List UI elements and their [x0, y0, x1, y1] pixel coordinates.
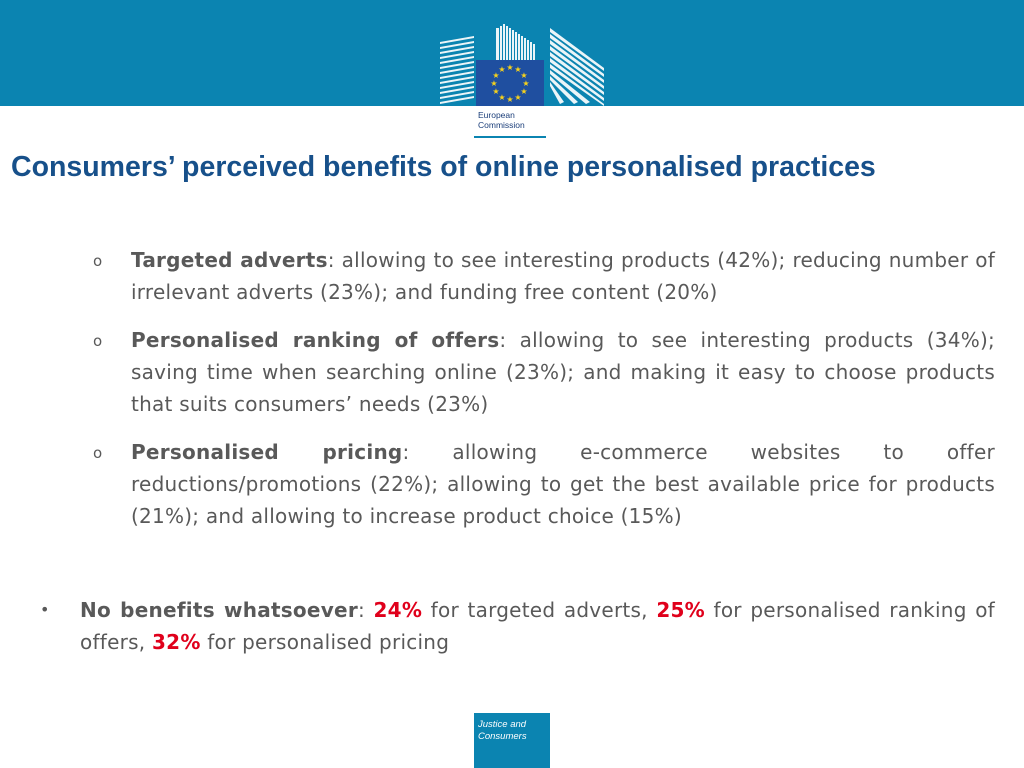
benefit-item-personalised-ranking: o Personalised ranking of offers: allowi… — [91, 324, 995, 420]
benefit-text: : allowing e-commerce websites to offer … — [131, 440, 995, 528]
benefit-term: Personalised pricing — [131, 440, 403, 464]
slide-title: Consumers’ perceived benefits of online … — [11, 151, 876, 183]
benefit-item-personalised-pricing: o Personalised pricing: allowing e-comme… — [91, 436, 995, 532]
footer-badge: Justice and Consumers — [474, 713, 550, 768]
logo-caption-line2: Commission — [478, 120, 525, 130]
benefit-text: : allowing to see interesting products (… — [131, 248, 996, 304]
benefit-term: Targeted adverts — [131, 248, 328, 272]
benefit-text: : allowing to see interesting products (… — [131, 328, 995, 416]
circle-bullet-icon: o — [93, 332, 103, 350]
benefit-item-targeted-adverts: o Targeted adverts: allowing to see inte… — [91, 244, 995, 308]
svg-text:★: ★ — [498, 93, 505, 102]
bullet-icon: • — [40, 600, 50, 619]
circle-bullet-icon: o — [93, 252, 103, 270]
svg-text:★: ★ — [520, 71, 527, 80]
logo-caption-line1: European — [478, 110, 515, 120]
logo-caption: European Commission — [478, 110, 548, 130]
footer-dg-label: Justice and Consumers — [478, 719, 527, 743]
svg-text:★: ★ — [492, 71, 499, 80]
svg-text:★: ★ — [520, 87, 527, 96]
svg-text:★: ★ — [506, 95, 513, 104]
pct-personalised-pricing: 32% — [151, 630, 201, 654]
svg-text:★: ★ — [514, 65, 521, 74]
european-commission-logo: ★ ★ ★ ★ ★ ★ ★ ★ ★ ★ ★ ★ — [440, 24, 604, 140]
no-benefits-text1: for targeted adverts, — [422, 598, 657, 622]
no-benefits-list: • No benefits whatsoever: 24% for target… — [40, 594, 995, 658]
no-benefits-term: No benefits whatsoever — [80, 598, 358, 622]
svg-text:★: ★ — [506, 63, 513, 72]
svg-text:★: ★ — [498, 65, 505, 74]
no-benefits-text2: for personalised ranking of offers, — [80, 598, 995, 654]
footer-line2: Consumers — [478, 731, 527, 742]
svg-text:★: ★ — [492, 87, 499, 96]
footer-line1: Justice and — [478, 719, 527, 730]
pct-personalised-ranking: 25% — [656, 598, 705, 622]
svg-text:★: ★ — [490, 79, 497, 88]
no-benefits-colon: : — [357, 598, 374, 622]
benefits-list: o Targeted adverts: allowing to see inte… — [91, 244, 995, 548]
no-benefits-text3: for personalised pricing — [200, 630, 450, 654]
benefit-term: Personalised ranking of offers — [131, 328, 500, 352]
svg-text:★: ★ — [522, 79, 529, 88]
circle-bullet-icon: o — [93, 444, 103, 462]
pct-targeted-adverts: 24% — [373, 598, 423, 622]
no-benefits-item: • No benefits whatsoever: 24% for target… — [40, 594, 995, 658]
svg-text:★: ★ — [514, 93, 521, 102]
